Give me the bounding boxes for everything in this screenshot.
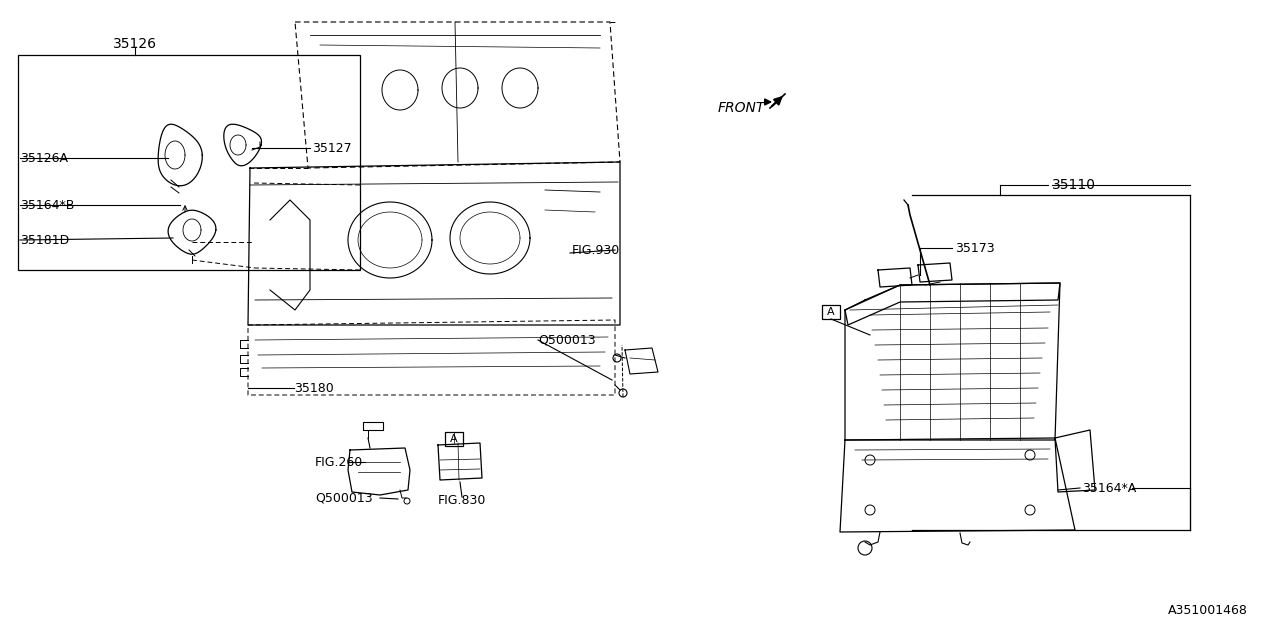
Text: A351001468: A351001468 bbox=[1169, 604, 1248, 616]
Text: 35181D: 35181D bbox=[20, 234, 69, 246]
Bar bbox=[364, 422, 383, 430]
Text: FIG.260: FIG.260 bbox=[315, 456, 364, 468]
Bar bbox=[445, 432, 463, 446]
Text: Q500013: Q500013 bbox=[538, 333, 595, 346]
Text: 35164*A: 35164*A bbox=[1082, 481, 1137, 495]
Text: Q500013: Q500013 bbox=[315, 492, 372, 504]
Text: 35164*B: 35164*B bbox=[20, 198, 74, 211]
Text: A: A bbox=[827, 307, 835, 317]
Text: A: A bbox=[451, 434, 458, 444]
Text: 35127: 35127 bbox=[312, 141, 352, 154]
Text: 35180: 35180 bbox=[294, 381, 334, 394]
Text: FIG.830: FIG.830 bbox=[438, 493, 486, 506]
Bar bbox=[18, 55, 360, 270]
Text: FIG.930: FIG.930 bbox=[572, 243, 621, 257]
Bar bbox=[822, 305, 840, 319]
Text: 35173: 35173 bbox=[955, 241, 995, 255]
Text: 35126: 35126 bbox=[113, 37, 157, 51]
Text: 35110: 35110 bbox=[1052, 178, 1096, 192]
Text: FRONT: FRONT bbox=[718, 101, 765, 115]
Text: 35126A: 35126A bbox=[20, 152, 68, 164]
